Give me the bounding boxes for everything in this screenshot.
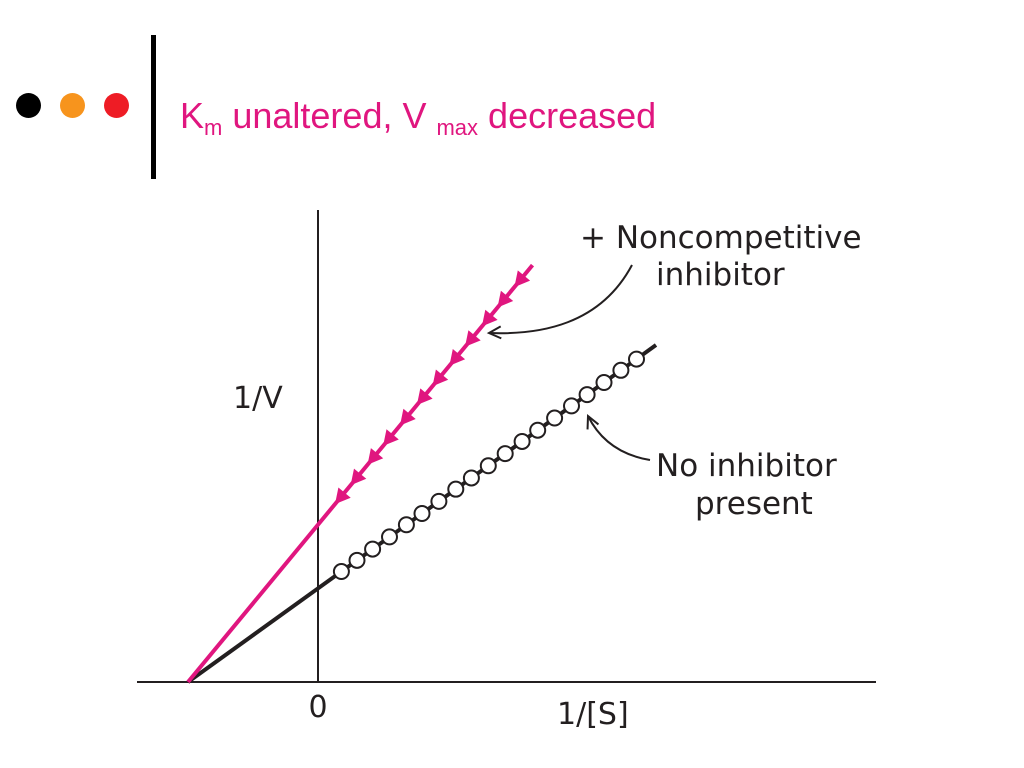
title-end: decreased: [478, 95, 657, 136]
inhibitor-label-line2: inhibitor: [656, 257, 785, 293]
data-point-open-circle: [496, 445, 514, 463]
data-point-open-circle: [447, 480, 465, 498]
x-tick-zero: 0: [308, 690, 327, 725]
data-point-arrow: [400, 408, 416, 426]
data-point-arrow: [335, 487, 351, 505]
x-axis-label: 1/[S]: [557, 697, 629, 732]
data-point-open-circle: [546, 409, 564, 427]
orange-dot: [60, 93, 85, 118]
data-point-arrow: [481, 309, 498, 327]
data-point-open-circle: [479, 457, 497, 475]
data-point-open-circle: [628, 350, 645, 368]
data-point-arrow: [449, 349, 466, 366]
data-point-open-circle: [332, 563, 350, 581]
title-vmax-sub: max: [436, 115, 479, 140]
red-dot: [104, 93, 129, 118]
data-point-arrow: [367, 448, 384, 465]
data-point-open-circle: [462, 469, 480, 487]
title-km: K: [180, 95, 205, 136]
data-point-arrow: [497, 290, 514, 308]
no-inhibitor-callout-arrowhead: [586, 413, 600, 430]
data-point-open-circle: [381, 528, 398, 546]
data-point-open-circle: [595, 373, 613, 391]
data-point-open-circle: [612, 361, 630, 379]
data-point-arrow: [383, 429, 399, 446]
black-dot: [16, 93, 41, 118]
inhibitor-callout-line: [488, 264, 633, 335]
data-point-open-circle: [413, 505, 431, 523]
series-line-2: [186, 263, 535, 684]
title-km-sub: m: [204, 115, 223, 140]
title-mid: unaltered, V: [222, 95, 437, 136]
data-point-open-circle: [529, 421, 547, 439]
callout-arrows: [486, 264, 651, 461]
axes: [137, 210, 876, 683]
data-point-arrow: [432, 369, 449, 387]
data-point-open-circle: [578, 386, 596, 404]
data-point-arrow: [465, 330, 481, 347]
data-point-arrow: [350, 468, 367, 486]
bullet-dots: [16, 93, 132, 119]
y-axis-label: 1/V: [233, 381, 283, 416]
data-point-open-circle: [348, 551, 366, 569]
no-inhibitor-label-line1: No inhibitor: [656, 448, 837, 484]
inhibitor-label-line1: + Noncompetitive: [580, 220, 862, 256]
no-inhibitor-label-line2: present: [695, 486, 813, 522]
data-point-open-circle: [397, 516, 415, 534]
series-markers: [332, 270, 645, 581]
data-point-open-circle: [364, 540, 382, 558]
data-point-open-circle: [513, 432, 531, 450]
data-point-arrow: [514, 270, 531, 288]
data-point-open-circle: [430, 492, 448, 510]
slide-title: Km unaltered, V max decreased: [180, 94, 656, 150]
series-lines: [186, 263, 658, 684]
inhibitor-callout-arrowhead: [486, 325, 502, 340]
no-inhibitor-callout-line: [587, 415, 651, 461]
data-point-open-circle: [563, 397, 580, 415]
title-divider: [151, 35, 156, 179]
data-point-arrow: [416, 388, 433, 405]
